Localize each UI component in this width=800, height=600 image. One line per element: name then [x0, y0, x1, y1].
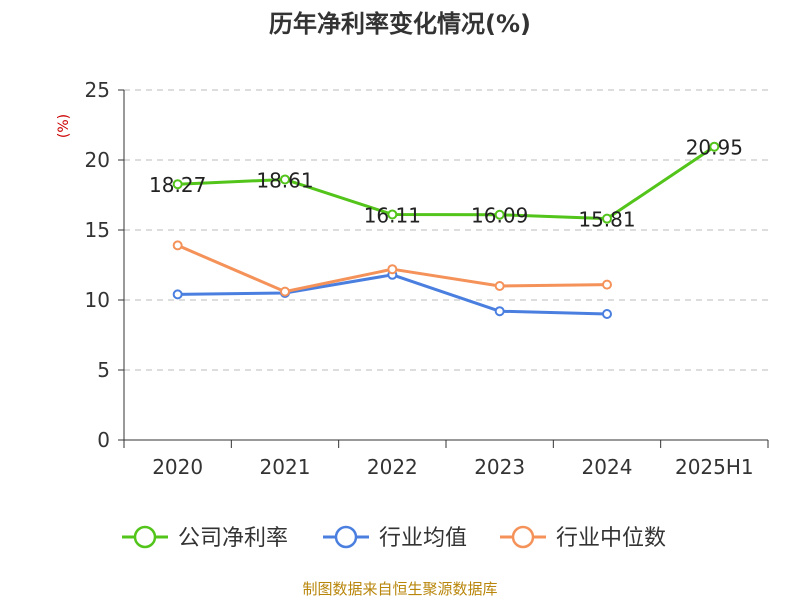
legend-marker: [511, 525, 535, 549]
series-line: [177, 145, 716, 221]
data-point: [602, 309, 612, 319]
series-line: [177, 273, 608, 316]
x-tick-label: 2022: [367, 455, 418, 479]
series-lines: [172, 141, 720, 319]
data-point: [494, 209, 505, 220]
data-point: [172, 179, 183, 190]
data-point: [494, 306, 505, 317]
data-point: [172, 240, 183, 251]
y-tick-label: 15: [85, 218, 110, 242]
legend-label: 行业均值: [379, 526, 467, 551]
data-point: [602, 279, 612, 290]
data-label: 16.09: [471, 204, 528, 228]
y-tick-label: 0: [97, 428, 110, 452]
grid-lines: [124, 89, 768, 371]
data-label: 20.95: [686, 136, 743, 160]
y-tick-label: 5: [97, 358, 110, 382]
legend-label: 行业中位数: [556, 526, 666, 551]
data-label: 15.81: [578, 208, 635, 232]
data-point: [709, 141, 720, 152]
x-tick-label: 2020: [152, 455, 203, 479]
data-point: [602, 213, 612, 224]
x-tick-label: 2025H1: [675, 455, 754, 479]
data-label: 18.27: [149, 173, 206, 197]
data-point: [280, 286, 290, 297]
data-point: [280, 174, 290, 185]
x-tick-label: 2021: [260, 455, 311, 479]
x-tick-label: 2023: [474, 455, 525, 479]
axes: 0 5 10 15 20 25 2020 2021 2022 2023 2024 2025H1: [85, 78, 769, 479]
legend: 公司净利率 行业均值 行业中位数: [122, 525, 666, 551]
legend-marker: [334, 525, 358, 549]
y-tick-label: 20: [85, 148, 110, 172]
data-point: [172, 289, 183, 300]
data-label: 18.61: [256, 168, 313, 192]
data-source-note: 制图数据来自恒生聚源数据库: [302, 580, 497, 598]
y-tick-label: 25: [85, 78, 110, 102]
y-axis-label: (%): [56, 114, 72, 138]
data-point: [494, 281, 505, 291]
legend-label: 公司净利率: [178, 526, 288, 551]
data-point: [387, 264, 398, 275]
data-label: 16.11: [364, 203, 421, 227]
x-tick-label: 2024: [582, 455, 633, 479]
legend-marker: [133, 525, 157, 549]
y-tick-label: 10: [85, 288, 110, 312]
data-labels: 18.27 18.61 16.11 16.09 15.81 20.95: [149, 136, 743, 232]
chart-title: 历年净利率变化情况(%): [269, 10, 531, 38]
data-point: [387, 209, 398, 220]
